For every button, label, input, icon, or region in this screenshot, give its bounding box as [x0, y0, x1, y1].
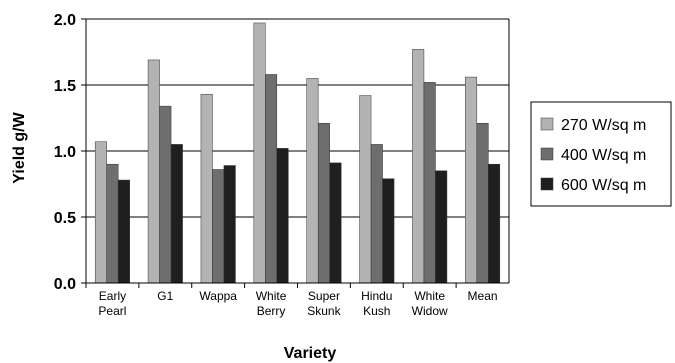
x-category-label: Super [308, 289, 340, 303]
bar-3-8 [488, 163, 501, 284]
legend-swatch [540, 147, 554, 161]
bar-3-4 [276, 148, 289, 284]
bar-3-7 [435, 170, 448, 284]
y-tick-label: 0.0 [54, 276, 76, 293]
y-axis-title: Yield g/W [11, 111, 28, 183]
legend-label: 400 W/sq m [561, 147, 646, 164]
legend-box [530, 101, 672, 207]
x-category-label: Berry [257, 304, 286, 318]
axes [85, 19, 510, 284]
bar-2-6 [370, 144, 383, 284]
bar-1-1 [94, 141, 107, 284]
bar-1-7 [412, 49, 425, 284]
x-category-label: Hindu [361, 289, 392, 303]
y-tick-label: 1.0 [54, 144, 76, 161]
bar-2-4 [265, 74, 278, 284]
bar-2-5 [317, 123, 330, 284]
x-category-label: Wappa [199, 289, 237, 303]
bars [85, 22, 501, 288]
x-axis-title: Variety [284, 345, 337, 362]
bar-3-1 [117, 179, 130, 284]
bar-1-6 [359, 95, 372, 284]
x-category-label: G1 [157, 289, 173, 303]
bar-2-8 [476, 123, 489, 284]
bar-3-6 [382, 178, 395, 284]
y-tick-label: 0.5 [54, 210, 76, 227]
bar-3-5 [329, 162, 342, 284]
x-category-label: Early [99, 289, 126, 303]
legend-swatch [540, 177, 554, 191]
y-tick-label: 1.5 [54, 78, 76, 95]
x-category-label: White [414, 289, 445, 303]
bar-3-3 [223, 165, 236, 284]
bar-2-3 [212, 169, 225, 284]
x-category-label: Mean [468, 289, 498, 303]
x-category-label: Pearl [98, 304, 126, 318]
legend: 270 W/sq m 400 W/sq m 600 W/sq m [530, 101, 672, 207]
bar-1-8 [465, 76, 478, 284]
y-tick-labels: 0.0 0.5 1.0 1.5 2.0 [54, 12, 76, 293]
bar-2-2 [159, 105, 172, 284]
bar-1-2 [147, 59, 160, 284]
legend-label: 600 W/sq m [561, 177, 646, 194]
legend-label: 270 W/sq m [561, 117, 646, 134]
bar-2-7 [423, 82, 436, 284]
x-category-label: Widow [412, 304, 448, 318]
bar-2-1 [106, 163, 119, 284]
bar-1-3 [200, 93, 213, 284]
x-category-label: Skunk [307, 304, 341, 318]
bar-1-4 [253, 22, 266, 284]
bar-3-2 [170, 144, 183, 284]
y-tick-label: 2.0 [54, 12, 76, 29]
x-category-label: White [256, 289, 287, 303]
x-category-label: Kush [363, 304, 390, 318]
bar-1-5 [306, 78, 319, 284]
legend-swatch [540, 117, 554, 131]
